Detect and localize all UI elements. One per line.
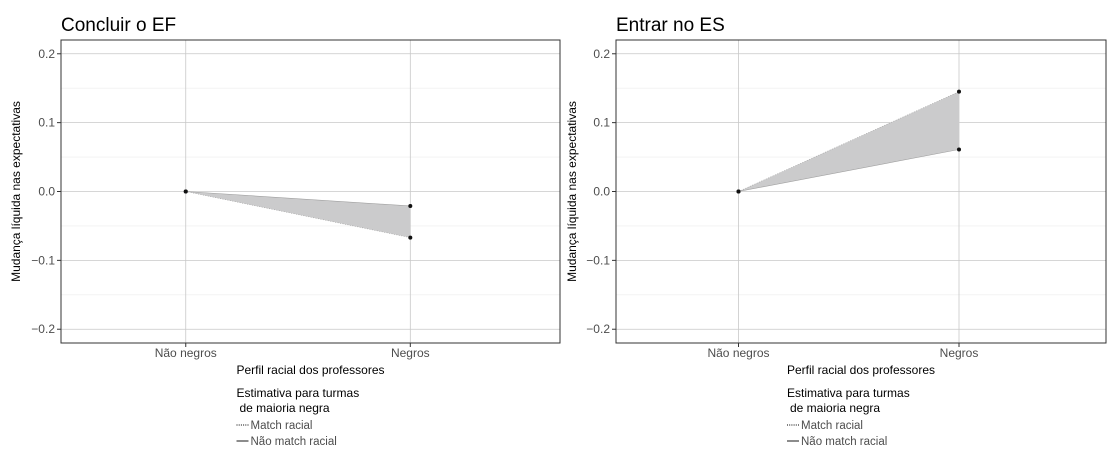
y-tick-label: 0.0 (593, 185, 610, 199)
y-tick-label: 0.2 (593, 47, 610, 61)
legend-title: Estimativa para turmas (237, 386, 360, 400)
chart-title: Entrar no ES (616, 15, 725, 36)
series-line-1 (185, 191, 411, 238)
chart-panel-1: −0.2 −0.1 0.0 0.1 0.2 Não negros Negros Conclui… (9, 15, 561, 448)
y-tick-label: 0.0 (38, 185, 55, 199)
y-tick-label: 0.1 (593, 116, 610, 130)
x-axis-label: Perfil racial dos professores (787, 363, 935, 377)
series-line-1 (738, 91, 960, 192)
legend-title: de maioria negra (790, 401, 880, 415)
data-point (408, 235, 413, 240)
data-point (957, 147, 961, 152)
estimate-band (185, 191, 411, 238)
legend-label: Não match racial (801, 436, 887, 448)
y-tick-label: −0.1 (586, 253, 610, 267)
y-axis-label: Mudança líquida nas expectativas (565, 101, 579, 282)
x-tick-label: Não negros (155, 346, 217, 360)
legend-label: Match racial (251, 420, 313, 432)
y-axis-label: Mudança líquida nas expectativas (9, 101, 23, 282)
legend-title: Estimativa para turmas (787, 386, 910, 400)
y-tick-label: −0.1 (31, 253, 55, 267)
series-line-2 (185, 191, 411, 207)
estimate-band (738, 91, 959, 192)
chart-title: Concluir o EF (61, 15, 176, 36)
series-line-2 (738, 149, 960, 192)
data-point (736, 189, 741, 194)
x-tick-label: Não negros (707, 346, 769, 360)
legend-label: Não match racial (251, 436, 337, 448)
y-tick-label: 0.2 (38, 47, 55, 61)
x-axis-label: Perfil racial dos professores (236, 363, 384, 377)
x-tick-label: Negros (391, 346, 430, 360)
data-point (183, 189, 188, 194)
chart-panel-2: −0.2 −0.1 0.0 0.1 0.2 Não negros Negros Entrar … (565, 15, 1107, 448)
data-point (957, 89, 961, 94)
legend-label: Match racial (801, 420, 863, 432)
legend-title: de maioria negra (240, 401, 330, 415)
y-tick-label: −0.2 (31, 322, 55, 336)
y-tick-label: 0.1 (38, 116, 55, 130)
data-point (408, 203, 413, 208)
y-tick-label: −0.2 (586, 322, 610, 336)
x-tick-label: Negros (940, 346, 979, 360)
